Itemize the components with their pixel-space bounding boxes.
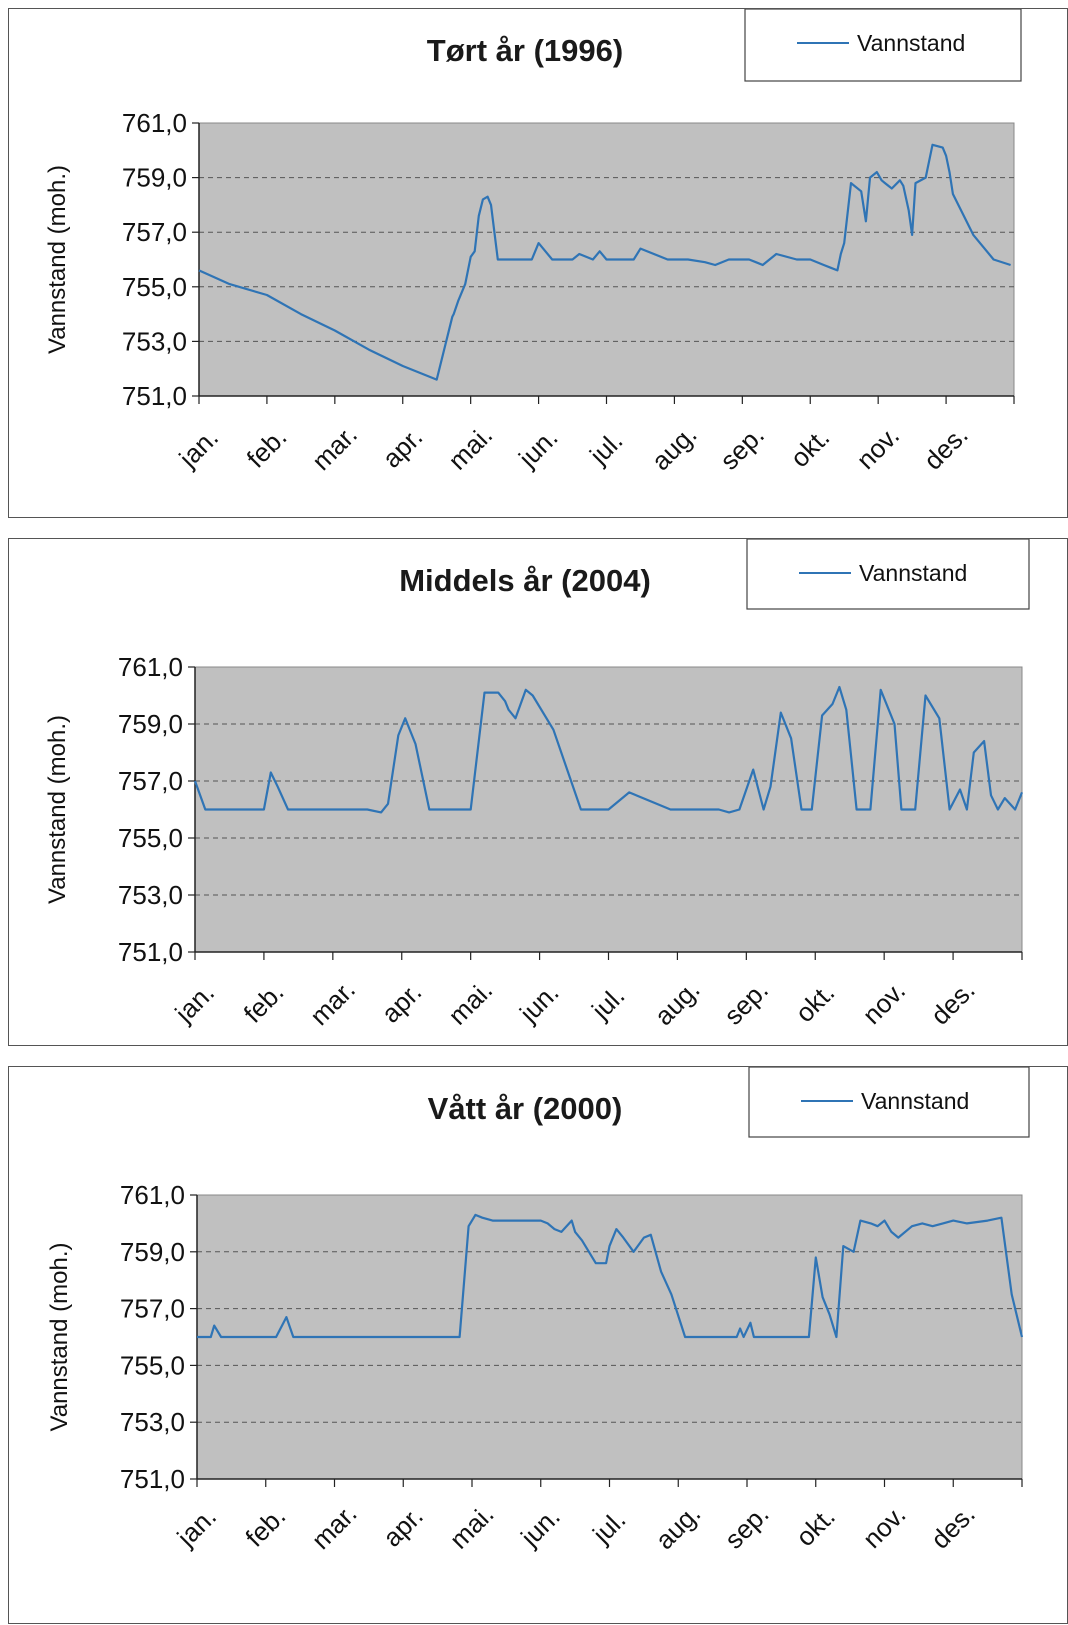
legend-label: Vannstand (857, 30, 965, 56)
x-tick-label: jul. (586, 1504, 631, 1549)
y-tick-label: 757,0 (120, 1294, 185, 1324)
x-tick-label: apr. (376, 422, 428, 474)
chart-panel-dry-year: Tørt år (1996) Vannstand 761,0 759,0 757,0 75… (8, 8, 1068, 518)
x-tick-label: aug. (646, 419, 703, 476)
x-tick-label: okt. (790, 1501, 841, 1552)
y-tick-label: 757,0 (118, 766, 183, 796)
x-tick-label: mai. (444, 1499, 500, 1555)
y-tick-label: 753,0 (122, 326, 187, 356)
series-line-vannstand (198, 143, 1011, 381)
x-tick-label: des. (925, 975, 981, 1031)
x-tick-label: jun. (512, 422, 564, 474)
x-tick-label: sep. (719, 1499, 775, 1555)
y-tick-label: 759,0 (122, 163, 187, 193)
legend-box (744, 9, 1022, 82)
x-tick-label: mar. (306, 419, 363, 476)
y-tick-label: 757,0 (122, 217, 187, 247)
x-tick-label: jul. (583, 425, 628, 470)
chart-title: Middels år (2004) (399, 563, 651, 598)
x-tick-label: jan. (169, 977, 221, 1029)
chart-panel-average-year: Middels år (2004) Vannstand 761,0 759,0 757,… (8, 538, 1068, 1046)
x-tick-label: nov. (851, 420, 906, 475)
x-tick-label: mar. (306, 1498, 363, 1555)
legend-label: Vannstand (861, 1088, 969, 1114)
x-tick-label: sep. (714, 420, 770, 476)
y-tick-label: 761,0 (122, 108, 187, 138)
series-line-vannstand (197, 1213, 1024, 1339)
legend-box (748, 1067, 1030, 1138)
x-tick-label: jun. (514, 1501, 566, 1553)
x-tick-label: aug. (649, 974, 706, 1031)
x-tick-label: mai. (442, 420, 498, 476)
x-tick-label: apr. (375, 977, 427, 1029)
y-tick-label: 751,0 (118, 937, 183, 967)
x-tick-label: nov. (857, 975, 912, 1030)
x-tick-label: mar. (304, 974, 361, 1031)
legend-box (746, 539, 1030, 610)
y-tick-label: 755,0 (122, 272, 187, 302)
x-tick-label: jul. (585, 980, 630, 1025)
x-tick-label: mai. (442, 975, 498, 1031)
y-tick-label: 755,0 (118, 823, 183, 853)
chart-svg-wet-year: Vått år (2000) Vannstand 761,0 759,0 757,0 75… (46, 1067, 1030, 1555)
x-tick-label: jan. (171, 1501, 223, 1553)
y-tick-label: 751,0 (122, 381, 187, 411)
x-tick-label: feb. (238, 977, 290, 1029)
x-tick-label: feb. (239, 1501, 291, 1553)
chart-title: Tørt år (1996) (427, 33, 623, 68)
chart-svg-average-year: Middels år (2004) Vannstand 761,0 759,0 757,… (44, 539, 1030, 1031)
y-tick-label: 755,0 (120, 1350, 185, 1380)
y-tick-label: 759,0 (118, 709, 183, 739)
y-tick-label: 753,0 (120, 1407, 185, 1437)
x-tick-label: des. (925, 1499, 981, 1555)
x-tick-label: des. (918, 420, 974, 476)
chart-title: Vått år (2000) (428, 1091, 623, 1126)
x-tick-label: nov. (857, 1499, 912, 1554)
y-tick-label: 751,0 (120, 1464, 185, 1494)
x-tick-label: okt. (784, 422, 835, 473)
x-tick-label: sep. (718, 975, 774, 1031)
y-axis-label: Vannstand (moh.) (44, 715, 71, 904)
chart-svg-dry-year: Tørt år (1996) Vannstand 761,0 759,0 757,0 75… (44, 9, 1022, 476)
y-tick-label: 761,0 (118, 652, 183, 682)
y-tick-label: 761,0 (120, 1180, 185, 1210)
series-line-vannstand (193, 685, 1024, 814)
x-tick-label: apr. (377, 1501, 429, 1553)
x-tick-label: jun. (513, 977, 565, 1029)
y-axis-label: Vannstand (moh.) (46, 1243, 73, 1432)
legend-label: Vannstand (859, 560, 967, 586)
chart-panel-wet-year: Vått år (2000) Vannstand 761,0 759,0 757,0 75… (8, 1066, 1068, 1624)
y-tick-label: 759,0 (120, 1237, 185, 1267)
y-tick-label: 753,0 (118, 880, 183, 910)
x-tick-label: jan. (173, 422, 225, 474)
x-tick-label: aug. (649, 1498, 706, 1555)
y-axis-label: Vannstand (moh.) (44, 165, 71, 354)
x-tick-label: okt. (789, 977, 840, 1028)
x-tick-label: feb. (241, 422, 293, 474)
